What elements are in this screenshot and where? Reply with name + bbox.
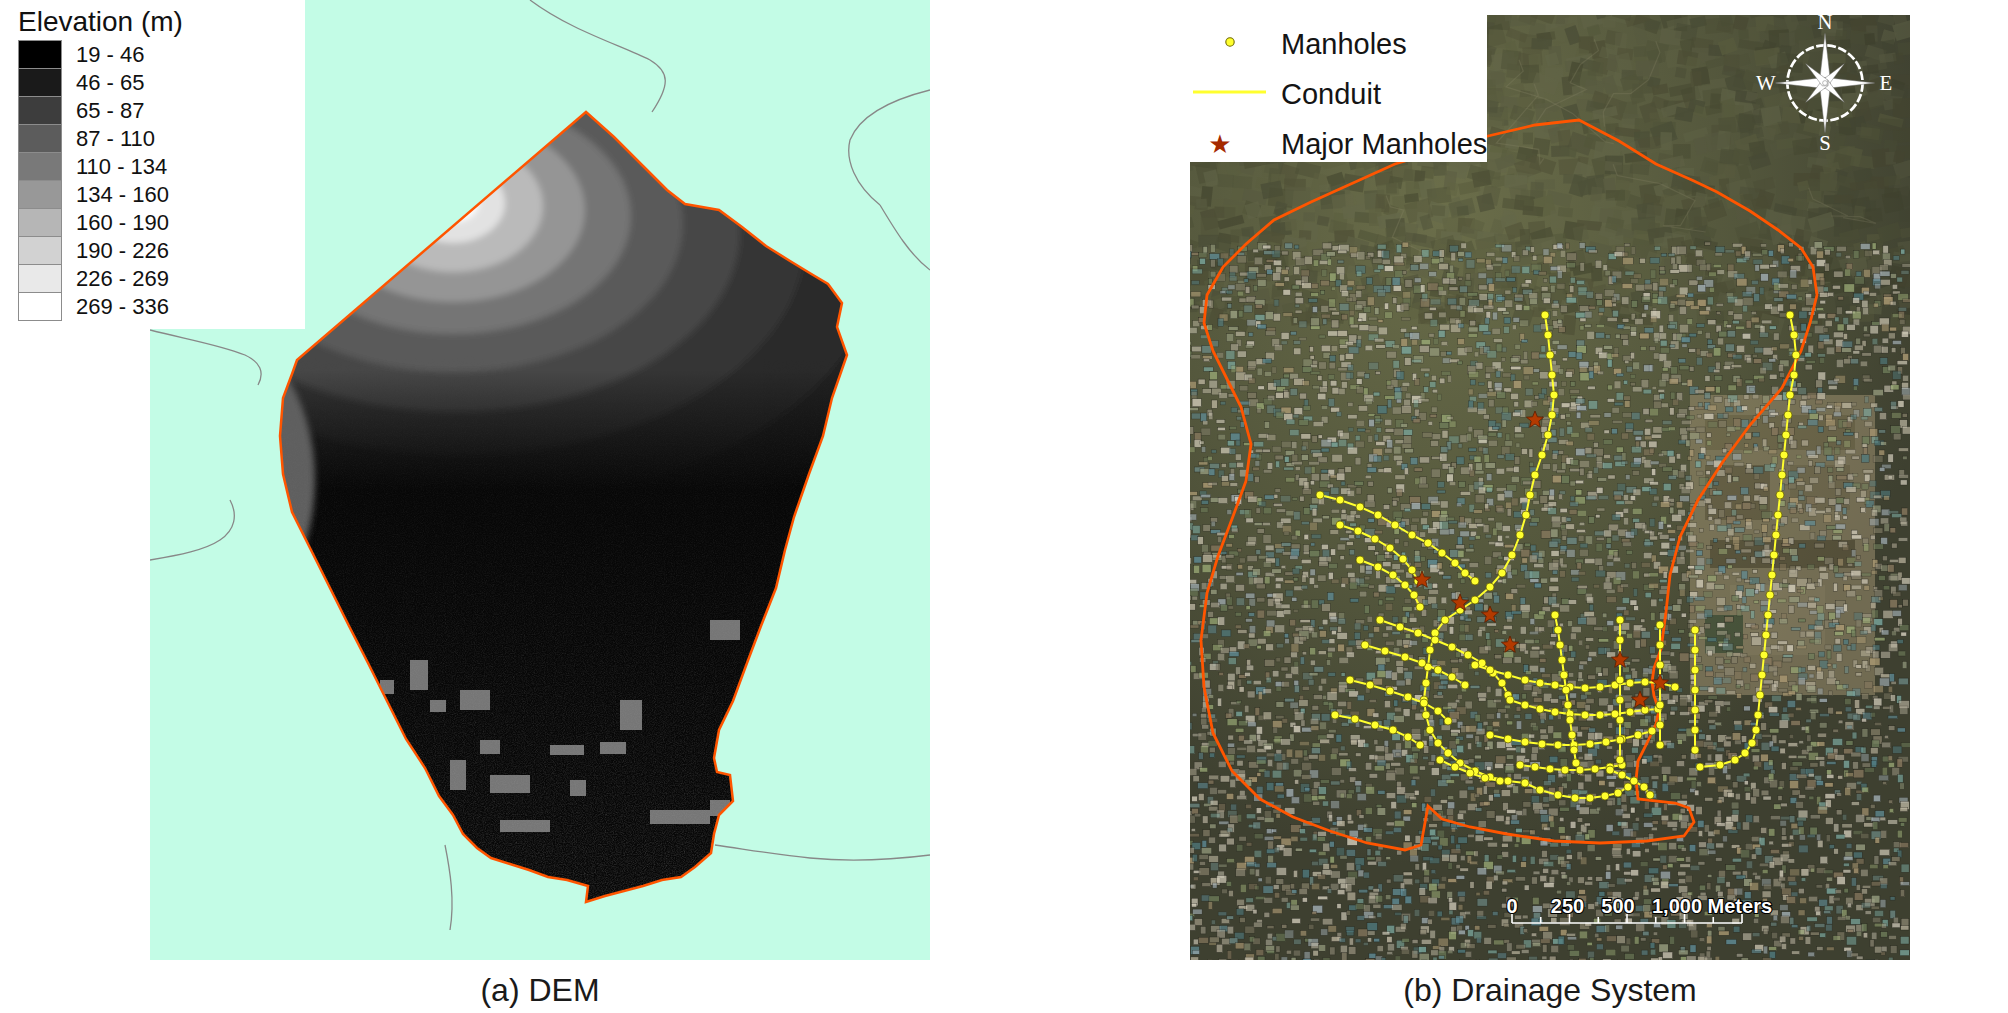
svg-text:Major Manholes: Major Manholes bbox=[1281, 128, 1487, 160]
svg-text:N: N bbox=[1817, 15, 1832, 33]
svg-text:E: E bbox=[1879, 71, 1892, 94]
svg-text:1,000 Meters: 1,000 Meters bbox=[1652, 895, 1772, 917]
svg-text:Manholes: Manholes bbox=[1281, 28, 1407, 60]
svg-text:0: 0 bbox=[1506, 895, 1517, 917]
svg-text:Conduit: Conduit bbox=[1281, 78, 1381, 110]
svg-text:500: 500 bbox=[1601, 895, 1634, 917]
svg-text:★: ★ bbox=[1208, 129, 1231, 159]
svg-text:250: 250 bbox=[1551, 895, 1584, 917]
svg-text:S: S bbox=[1819, 131, 1831, 154]
svg-text:W: W bbox=[1756, 71, 1776, 94]
